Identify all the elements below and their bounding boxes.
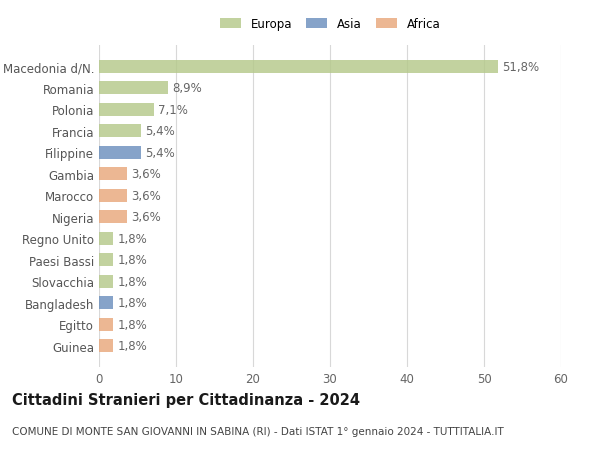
Text: 1,8%: 1,8% [118,254,147,267]
Text: 1,8%: 1,8% [118,340,147,353]
Text: 5,4%: 5,4% [145,125,175,138]
Text: 1,8%: 1,8% [118,275,147,288]
Bar [99,253,113,267]
Text: 7,1%: 7,1% [158,104,188,117]
Text: 8,9%: 8,9% [172,82,202,95]
Bar [99,103,154,117]
Bar [99,61,498,74]
Bar [99,189,127,202]
Legend: Europa, Asia, Africa: Europa, Asia, Africa [215,13,445,36]
Text: 3,6%: 3,6% [131,168,161,181]
Text: 3,6%: 3,6% [131,211,161,224]
Bar [99,211,127,224]
Text: 1,8%: 1,8% [118,318,147,331]
Bar [99,82,167,95]
Text: 1,8%: 1,8% [118,297,147,309]
Bar [99,275,113,288]
Text: 3,6%: 3,6% [131,190,161,202]
Text: 1,8%: 1,8% [118,232,147,245]
Text: 51,8%: 51,8% [502,61,539,73]
Bar [99,339,113,353]
Bar [99,168,127,181]
Text: 5,4%: 5,4% [145,146,175,159]
Text: Cittadini Stranieri per Cittadinanza - 2024: Cittadini Stranieri per Cittadinanza - 2… [12,392,360,408]
Bar [99,146,140,160]
Bar [99,318,113,331]
Bar [99,232,113,246]
Bar [99,297,113,310]
Bar [99,125,140,138]
Text: COMUNE DI MONTE SAN GIOVANNI IN SABINA (RI) - Dati ISTAT 1° gennaio 2024 - TUTTI: COMUNE DI MONTE SAN GIOVANNI IN SABINA (… [12,426,504,436]
